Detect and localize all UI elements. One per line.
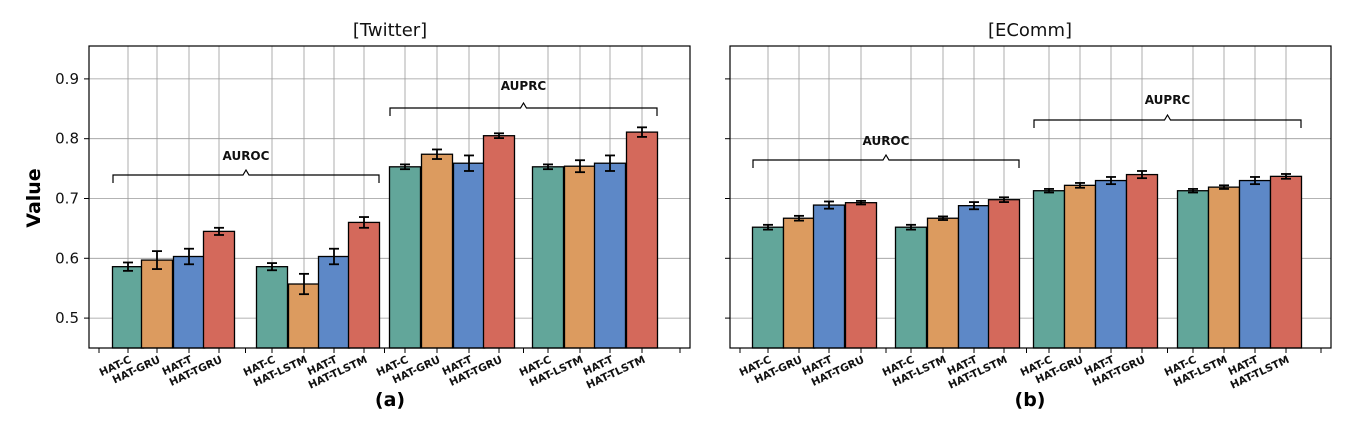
panel-sublabel: (b) [1015, 389, 1046, 411]
bar-hat-tlstm [625, 131, 659, 349]
plot-frame [88, 45, 691, 349]
y-axis-label: Value [23, 168, 45, 227]
bar-hat-lstm [926, 217, 960, 349]
bracket-label-auprc: AUPRC [501, 79, 547, 93]
y-tick-label: 0.7 [55, 189, 79, 207]
bar-hat-c [255, 266, 289, 349]
bar-hat-gru [420, 153, 454, 349]
bar-hat-tgru [1125, 173, 1159, 349]
bar-hat-gru [782, 217, 816, 349]
bar-hat-c [531, 166, 565, 349]
bar-hat-t [172, 255, 206, 349]
bar-hat-t [593, 162, 627, 349]
bar-hat-c [111, 266, 145, 349]
bar-hat-c [388, 166, 422, 349]
y-tick-label: 0.6 [55, 249, 79, 267]
bracket-auroc [112, 168, 380, 183]
bar-hat-lstm [563, 165, 597, 349]
y-tick-label: 0.5 [55, 309, 79, 327]
chart-title: [EComm] [988, 20, 1072, 41]
panel-sublabel: (a) [375, 389, 405, 411]
bar-hat-tgru [202, 230, 236, 349]
bar-hat-lstm [1207, 186, 1241, 349]
y-tick-label: 0.8 [55, 130, 79, 148]
bracket-label-auroc: AUROC [863, 134, 910, 148]
bar-hat-t [957, 205, 991, 349]
bracket-label-auprc: AUPRC [1145, 93, 1191, 107]
bar-hat-tgru [482, 135, 516, 349]
bar-hat-tlstm [987, 199, 1021, 349]
bar-hat-t [1094, 179, 1128, 349]
bracket-auroc [752, 153, 1020, 168]
bar-hat-c [1032, 190, 1066, 349]
plot-frame [729, 45, 1332, 349]
bracket-auprc [1033, 113, 1302, 128]
bar-hat-tlstm [1269, 175, 1303, 349]
chart-title: [Twitter] [353, 20, 427, 41]
bar-hat-gru [1063, 184, 1097, 349]
bracket-auprc [389, 101, 658, 116]
bar-hat-gru [140, 259, 174, 349]
bar-hat-t [317, 255, 351, 349]
bar-hat-tlstm [347, 221, 381, 349]
bar-hat-c [751, 226, 785, 349]
bar-hat-tgru [844, 202, 878, 349]
chart-panel-twitter: 0.50.60.70.80.9HAT-CHAT-GRUHAT-THAT-TGRU… [55, 20, 691, 411]
bar-hat-t [452, 162, 486, 349]
y-tick-label: 0.9 [55, 70, 79, 88]
bar-hat-c [894, 226, 928, 349]
bar-hat-c [1176, 190, 1210, 349]
bracket-label-auroc: AUROC [223, 149, 270, 163]
bar-hat-t [1238, 179, 1272, 349]
bar-hat-t [812, 204, 846, 349]
